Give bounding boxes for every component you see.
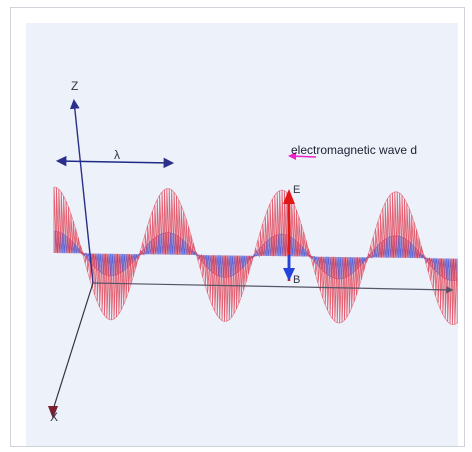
wavelength-label: λ [114, 148, 120, 162]
b-field-arrow [283, 255, 295, 281]
wavelength-arrow [55, 155, 175, 169]
diagram-caption: electromagnetic wave d [291, 143, 417, 157]
wave-diagram: Z X λ E B [26, 23, 458, 446]
wave-diagram-svg: Z X λ E B [48, 79, 458, 424]
x-axis [48, 282, 94, 419]
z-axis-label: Z [71, 79, 78, 93]
b-field-label: B [293, 274, 300, 286]
e-field-label: E [293, 184, 300, 196]
propagation-axis [92, 282, 454, 294]
x-axis-label: X [50, 410, 58, 424]
caption-pointer-icon [288, 152, 317, 160]
z-axis [69, 99, 94, 284]
electric-field-wave [53, 186, 458, 326]
figure-frame: Z X λ E B [10, 7, 465, 447]
